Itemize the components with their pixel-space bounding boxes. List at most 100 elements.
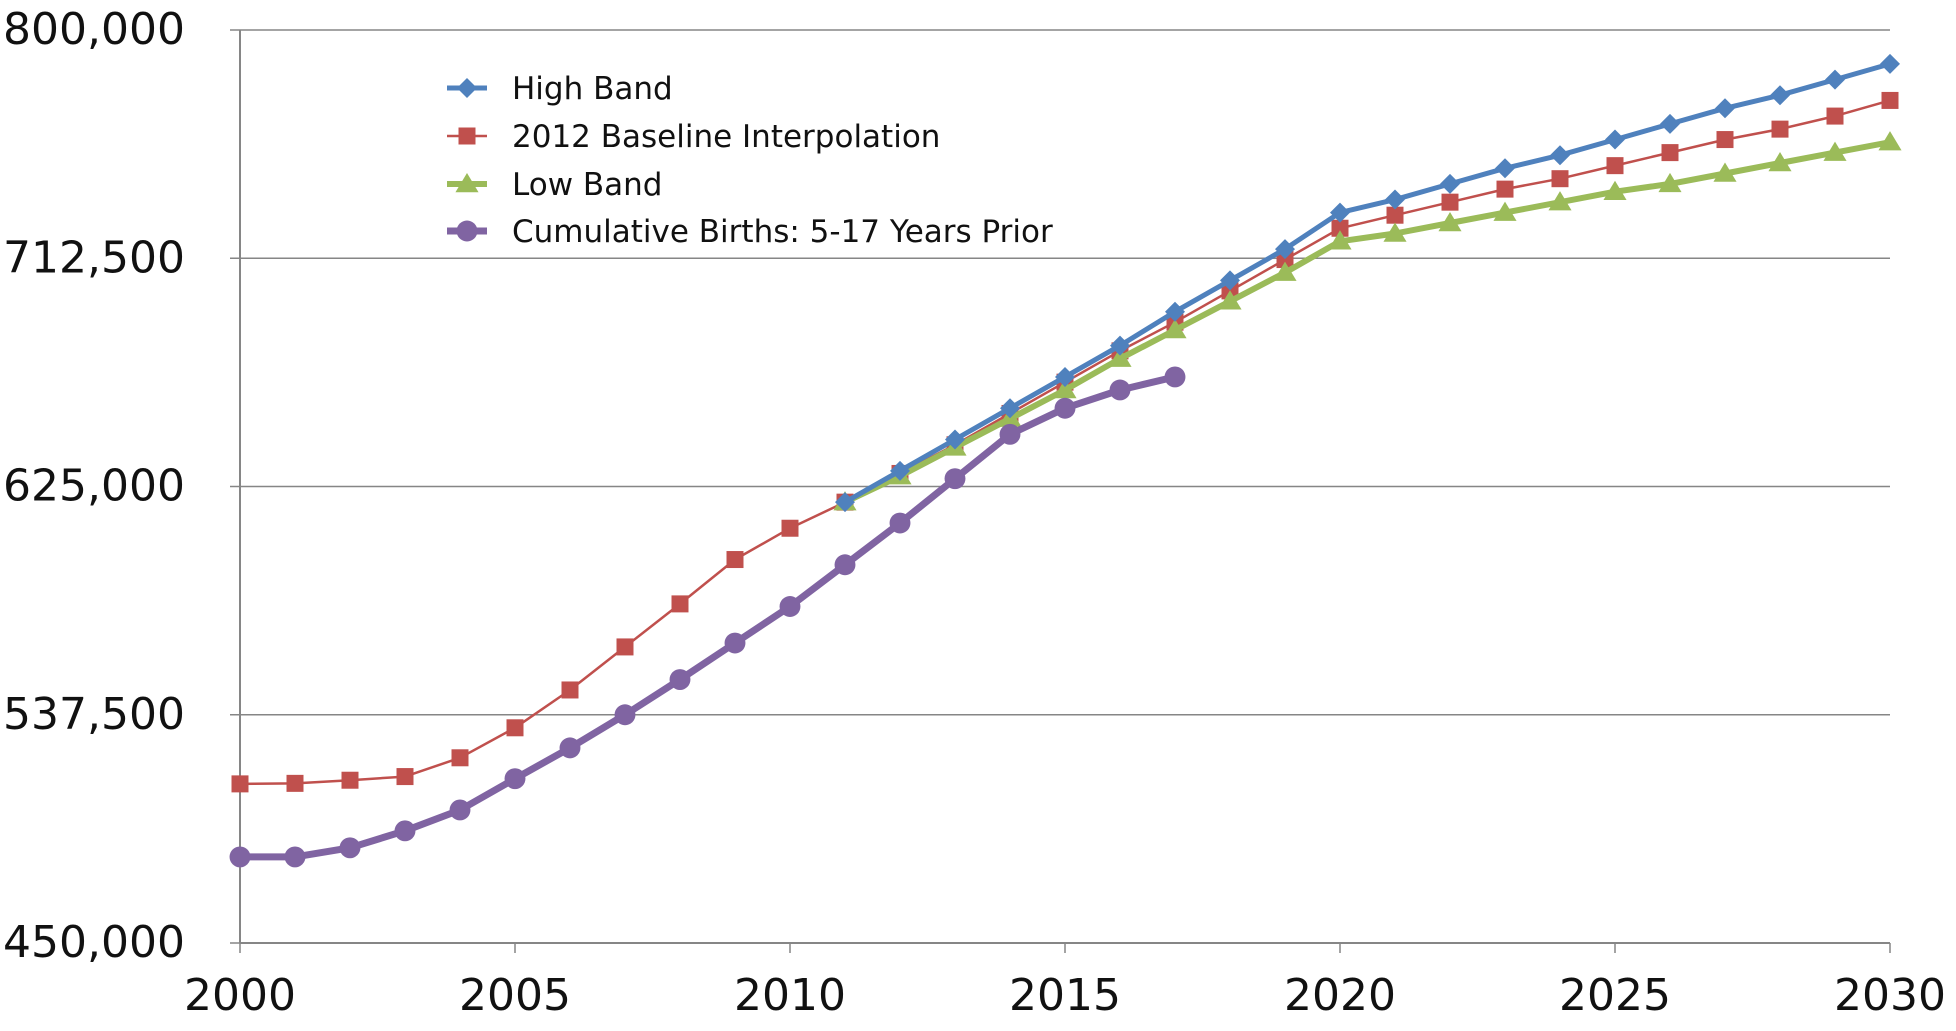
data-point xyxy=(1220,270,1240,291)
data-point xyxy=(1438,212,1462,232)
y-tick-label: 537,500 xyxy=(3,689,185,740)
x-tick-label: 2000 xyxy=(184,970,296,1021)
data-point xyxy=(1055,366,1075,387)
x-tick-label: 2005 xyxy=(459,970,571,1021)
data-point xyxy=(1715,98,1735,119)
data-point xyxy=(781,519,799,537)
legend: High Band 2012 Baseline Interpolation Low … xyxy=(447,71,1053,250)
data-point xyxy=(1164,366,1186,388)
legend-marker xyxy=(456,220,478,242)
data-point xyxy=(1440,173,1460,194)
data-point xyxy=(1605,129,1625,150)
data-point xyxy=(1660,113,1680,134)
data-point xyxy=(1823,141,1847,161)
data-point xyxy=(1330,202,1350,223)
data-point xyxy=(1053,378,1077,399)
data-point xyxy=(1551,170,1569,188)
series-lines xyxy=(229,53,1902,868)
data-point xyxy=(1770,85,1790,106)
x-tick-label: 2010 xyxy=(734,970,846,1021)
y-tick-label: 450,000 xyxy=(3,917,185,968)
data-point xyxy=(1880,53,1900,74)
data-point xyxy=(944,468,966,490)
series-2 xyxy=(833,131,1902,511)
legend-label: Cumulative Births: 5-17 Years Prior xyxy=(512,214,1053,250)
y-tick-labels: 450,000 537,500 625,000 712,500 800,000 xyxy=(3,4,185,968)
y-tick-label: 625,000 xyxy=(3,461,185,512)
series-line xyxy=(240,373,1176,861)
data-point xyxy=(506,719,524,737)
data-point xyxy=(889,512,911,534)
data-point xyxy=(559,737,581,759)
legend-label: 2012 Baseline Interpolation xyxy=(512,119,940,155)
data-point xyxy=(1328,230,1352,250)
data-point xyxy=(396,768,414,786)
data-point xyxy=(341,771,359,789)
data-point xyxy=(286,774,304,792)
data-point xyxy=(724,632,746,654)
x-tick-label: 2015 xyxy=(1009,970,1121,1021)
x-tick-label: 2030 xyxy=(1834,970,1946,1021)
data-point xyxy=(1383,222,1407,242)
legend-marker xyxy=(455,173,479,193)
data-point xyxy=(1441,193,1459,211)
data-point xyxy=(669,669,691,690)
x-tick-labels: 2000 2005 2010 2015 2020 2025 2030 xyxy=(184,970,1946,1021)
data-point xyxy=(1273,261,1297,281)
data-point xyxy=(1493,201,1517,221)
data-point xyxy=(1550,145,1570,166)
data-point xyxy=(1276,251,1294,269)
y-tick-label: 800,000 xyxy=(3,4,185,55)
data-point xyxy=(945,429,965,450)
data-point xyxy=(835,492,855,513)
data-point xyxy=(1496,180,1514,198)
series-line xyxy=(843,61,1891,505)
data-point xyxy=(616,638,634,656)
data-point xyxy=(1109,379,1131,401)
data-point xyxy=(1713,162,1737,182)
data-point xyxy=(1385,189,1405,210)
data-point xyxy=(999,423,1021,445)
data-point xyxy=(1661,144,1679,162)
data-point xyxy=(779,596,801,617)
legend-item: Low Band xyxy=(447,167,663,203)
x-tick-label: 2020 xyxy=(1284,970,1396,1021)
legend-label: Low Band xyxy=(512,167,663,203)
data-point xyxy=(1386,206,1404,224)
data-point xyxy=(1000,398,1020,419)
data-point xyxy=(504,768,526,790)
series-line xyxy=(843,139,1891,505)
data-point xyxy=(1606,157,1624,175)
legend-item: High Band xyxy=(447,71,673,107)
data-point xyxy=(339,837,361,859)
data-point xyxy=(1275,239,1295,260)
data-point xyxy=(451,749,469,767)
data-point xyxy=(284,846,306,868)
data-point xyxy=(1881,91,1899,109)
data-point xyxy=(1658,172,1682,193)
data-point xyxy=(1054,397,1076,419)
data-point xyxy=(890,460,910,481)
data-point xyxy=(1825,69,1845,90)
y-tick-label: 712,500 xyxy=(3,232,185,283)
data-point xyxy=(1108,347,1132,367)
series-1 xyxy=(231,91,1899,793)
data-point xyxy=(561,681,579,699)
data-point xyxy=(229,846,251,868)
legend-item: 2012 Baseline Interpolation xyxy=(447,119,940,155)
gridlines xyxy=(230,29,1891,953)
series-0 xyxy=(835,53,1900,513)
data-point xyxy=(394,820,416,842)
data-point xyxy=(1331,219,1349,237)
data-point xyxy=(1603,180,1627,200)
data-point xyxy=(614,704,636,726)
data-point xyxy=(1165,301,1185,322)
data-point xyxy=(231,775,249,793)
series-line xyxy=(239,99,1891,786)
legend-item: Cumulative Births: 5-17 Years Prior xyxy=(447,214,1053,250)
data-point xyxy=(449,799,471,821)
data-point xyxy=(671,595,689,613)
data-point xyxy=(1826,107,1844,125)
